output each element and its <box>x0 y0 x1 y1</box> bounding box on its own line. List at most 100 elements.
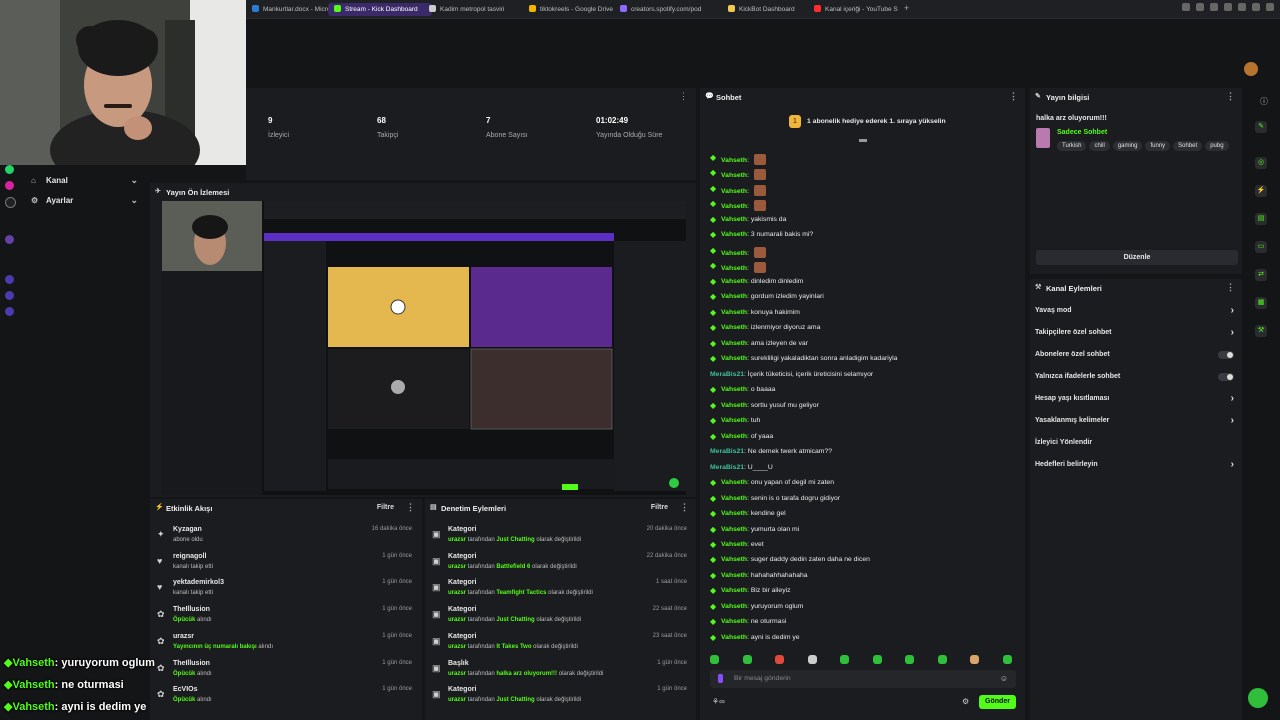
twitch-icon[interactable] <box>5 235 14 244</box>
emoji-icon[interactable]: ☺ <box>999 674 1008 683</box>
channel-action-item[interactable]: Yasaklanmış kelimeler › <box>1030 414 1240 430</box>
chat-username[interactable]: Vahseth <box>721 417 748 425</box>
toggle-switch[interactable] <box>1218 351 1234 359</box>
gift-banner[interactable]: 1 1 abonelik hediye ederek 1. sıraya yük… <box>700 112 1025 132</box>
chat-username[interactable]: MeraBis21 <box>710 370 745 378</box>
tools-icon[interactable]: ⚒ <box>1255 325 1267 337</box>
settings-icon[interactable] <box>5 307 14 316</box>
browser-tab[interactable]: Mankurtlar.docx - Micros <box>246 3 334 16</box>
filter-button[interactable]: Filtre <box>650 504 668 511</box>
chat-username[interactable]: Vahseth <box>721 633 748 641</box>
quick-emote-icon[interactable] <box>1002 655 1012 664</box>
microphone-icon[interactable] <box>718 674 723 683</box>
channel-action-item[interactable]: Hesap yaşı kısıtlaması › <box>1030 392 1240 408</box>
browser-tab[interactable]: Kadim metropol tasviri <box>423 3 531 16</box>
chat-username[interactable]: Vahseth <box>721 265 748 273</box>
more-options-icon[interactable]: ⋮ <box>1009 91 1018 101</box>
info-icon[interactable]: ⓘ <box>1260 97 1268 106</box>
chat-username[interactable]: Vahseth <box>721 479 748 487</box>
chat-username[interactable]: Vahseth <box>721 494 748 502</box>
support-chat-icon[interactable] <box>1248 688 1268 708</box>
gear-icon[interactable]: ⚙ <box>962 697 970 706</box>
stream-preview-video[interactable] <box>162 201 686 495</box>
more-options-icon[interactable]: ⋮ <box>679 91 688 101</box>
download-icon[interactable] <box>1252 3 1260 11</box>
chat-username[interactable]: Vahseth <box>721 587 748 595</box>
channel-action-item[interactable]: İzleyici Yönlendir <box>1030 436 1240 452</box>
chat-username[interactable]: Vahseth <box>721 556 748 564</box>
chat-username[interactable]: Vahseth <box>721 339 748 347</box>
shield-icon[interactable] <box>1210 3 1218 11</box>
more-options-icon[interactable]: ⋮ <box>1226 282 1235 292</box>
chat-settings-bots-icon[interactable]: ⚘∞ <box>712 697 725 706</box>
chat-username[interactable]: Vahseth <box>721 602 748 610</box>
chat-username[interactable]: Vahseth <box>721 355 748 363</box>
bookmark-icon[interactable] <box>1182 3 1190 11</box>
quick-emote-icon[interactable] <box>937 655 947 664</box>
chat-username[interactable]: Vahseth <box>721 432 748 440</box>
browser-tab[interactable]: Kanal içeriği - YouTube S <box>808 3 910 16</box>
new-tab-button[interactable]: + <box>904 3 910 13</box>
calendar-icon[interactable]: ▦ <box>1255 297 1267 309</box>
quick-emote-icon[interactable] <box>807 655 817 664</box>
chat-username[interactable]: Vahseth <box>721 324 748 332</box>
channel-action-item[interactable]: Hedefleri belirleyin › <box>1030 458 1240 474</box>
browser-tab[interactable]: tiktokreels - Google Drive <box>523 3 623 16</box>
chat-username[interactable]: Vahseth <box>721 541 748 548</box>
chat-input[interactable]: Bir mesaj gönderin <box>734 675 791 682</box>
send-button[interactable]: Gönder <box>979 695 1016 709</box>
link-icon[interactable]: ⇄ <box>1255 269 1267 281</box>
more-options-icon[interactable]: ⋮ <box>680 502 689 512</box>
chat-username[interactable]: Vahseth <box>721 157 748 164</box>
clipboard-icon[interactable]: ▤ <box>1255 213 1267 225</box>
more-options-icon[interactable]: ⋮ <box>1226 91 1235 101</box>
instagram-icon[interactable] <box>5 181 14 190</box>
chat-username[interactable]: Vahseth <box>721 386 748 394</box>
chat-username[interactable]: Vahseth <box>721 293 748 301</box>
chat-username[interactable]: Vahseth <box>721 231 748 239</box>
chat-username[interactable]: MeraBis21 <box>710 463 745 471</box>
extension-icon[interactable] <box>1196 3 1204 11</box>
channel-action-item[interactable]: Yalnızca ifadelerle sohbet <box>1030 370 1240 386</box>
browser-tab[interactable]: creators.spotify.com/pod <box>614 3 730 16</box>
channel-action-item[interactable]: Abonelere özel sohbet <box>1030 348 1240 364</box>
avatar[interactable] <box>1244 62 1258 76</box>
browser-tab[interactable]: Stream - Kick Dashboard <box>328 3 432 16</box>
chat-username[interactable]: Vahseth <box>721 203 748 211</box>
chat-username[interactable]: Vahseth <box>721 401 748 409</box>
menu-item-ayarlar[interactable]: ⚙ Ayarlar ⌄ <box>31 195 138 205</box>
chat-username[interactable]: Vahseth <box>721 215 748 223</box>
chat-username[interactable]: Vahseth <box>721 277 748 285</box>
quick-emote-icon[interactable] <box>710 655 719 664</box>
channel-action-item[interactable]: Yavaş mod › <box>1030 304 1240 320</box>
quick-emote-icon[interactable] <box>905 655 914 664</box>
category-name[interactable]: Sadece Sohbet <box>1057 129 1108 136</box>
chat-username[interactable]: Vahseth <box>721 187 748 195</box>
quick-emote-icon[interactable] <box>742 655 752 664</box>
chat-username[interactable]: Vahseth <box>721 172 748 180</box>
quick-emote-icon[interactable] <box>970 655 979 664</box>
quick-emote-icon[interactable] <box>840 655 849 664</box>
chat-input-box[interactable]: Bir mesaj gönderin ☺ <box>710 670 1016 688</box>
x-icon[interactable] <box>5 197 16 208</box>
heart-icon[interactable] <box>1238 3 1246 11</box>
chat-icon[interactable]: ▭ <box>1255 241 1267 253</box>
chat-username[interactable]: MeraBis21 <box>710 448 745 456</box>
edit-button[interactable]: Düzenle <box>1036 250 1238 265</box>
play-icon[interactable] <box>1224 3 1232 11</box>
menu-item-kanal[interactable]: ⌂ Kanal ⌄ <box>31 175 138 185</box>
edit-icon[interactable]: ✎ <box>1255 121 1267 133</box>
chat-username[interactable]: Vahseth <box>721 618 748 626</box>
home-icon[interactable] <box>5 291 14 300</box>
browser-tab[interactable]: KickBot Dashboard <box>722 3 816 16</box>
quick-emote-icon[interactable] <box>872 655 882 664</box>
chat-username[interactable]: Vahseth <box>721 308 748 316</box>
whatsapp-icon[interactable] <box>5 165 14 174</box>
bolt-icon[interactable]: ⚡ <box>1255 185 1267 197</box>
filter-button[interactable]: Filtre <box>376 504 394 511</box>
channel-action-item[interactable]: Takipçilere özel sohbet › <box>1030 326 1240 342</box>
quick-emote-icon[interactable] <box>775 655 784 664</box>
toggle-switch[interactable] <box>1218 373 1234 381</box>
chat-username[interactable]: Vahseth <box>721 571 748 579</box>
chat-username[interactable]: Vahseth <box>721 525 748 533</box>
